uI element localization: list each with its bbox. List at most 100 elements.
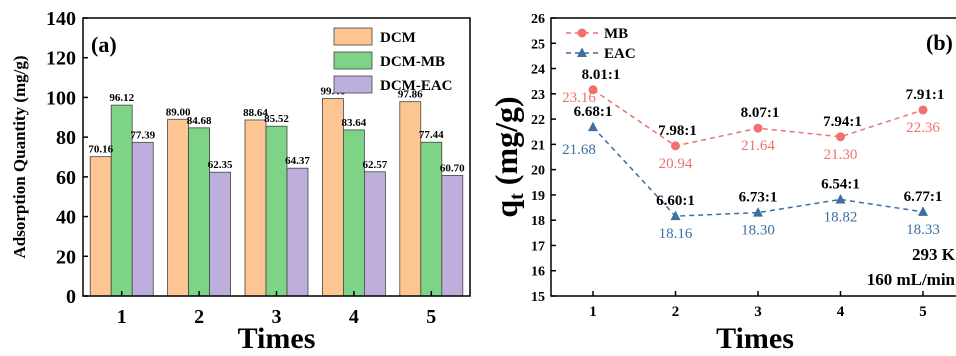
y-tick-label: 16 xyxy=(531,265,545,280)
y-tick-label: 20 xyxy=(56,246,76,268)
bar-dcm-eac-5 xyxy=(441,175,464,297)
x-axis-ticks: 1 2 3 4 5 xyxy=(117,291,436,328)
y-tick-label: 22 xyxy=(531,113,545,128)
y-tick-label: 140 xyxy=(46,8,76,30)
x-axis-ticks: 1 2 3 4 5 xyxy=(589,291,927,320)
x-axis-label: Times xyxy=(238,322,316,355)
legend-label: MB xyxy=(604,26,628,42)
bar-dcm-5 xyxy=(399,101,422,297)
ratio-label-eac: 6.77:1 xyxy=(904,189,943,205)
legend: DCM DCM-MB DCM-EAC xyxy=(333,27,453,94)
ratio-labels: 8.01:1 7.98:1 8.07:1 7.94:1 7.91:1 6.68:1 6.60… xyxy=(574,67,945,209)
point-eac xyxy=(588,121,598,132)
bar-dcm-mb-1 xyxy=(110,104,133,297)
x-tick-label: 3 xyxy=(754,304,762,320)
legend-marker xyxy=(577,47,587,57)
y-axis-label: qt (mg/g) xyxy=(488,96,528,217)
data-label-mb: 21.30 xyxy=(824,147,858,163)
y-tick-label: 40 xyxy=(56,207,76,229)
bar-dcm-mb-2 xyxy=(188,127,211,297)
y-axis-ticks: 15 16 17 18 19 20 21 22 23 24 25 26 xyxy=(531,12,556,305)
bar-value-label: 62.57 xyxy=(363,159,388,171)
point-eac xyxy=(918,206,928,216)
bar-dcm-mb-5 xyxy=(420,141,443,297)
x-axis-label: Times xyxy=(716,322,794,355)
bar-value-label: 96.12 xyxy=(109,92,134,104)
point-mb xyxy=(918,105,928,115)
bar-value-label: 83.64 xyxy=(342,117,367,129)
y-tick-label: 24 xyxy=(531,63,545,78)
data-label-mb: 21.64 xyxy=(741,138,775,154)
point-eac xyxy=(670,210,681,221)
data-label-eac: 21.68 xyxy=(562,142,596,158)
y-axis-ticks: 0 20 40 60 80 100 120 140 xyxy=(46,8,88,308)
ratio-label-mb: 8.07:1 xyxy=(741,105,780,121)
bar-dcm-4 xyxy=(321,98,344,297)
ratio-label-eac: 6.60:1 xyxy=(656,193,695,209)
y-tick-label: 0 xyxy=(66,286,76,308)
bar-dcm-eac-3 xyxy=(286,167,309,297)
flow-rate-annotation: 160 mL/min xyxy=(867,270,956,289)
y-tick-label: 100 xyxy=(46,87,76,109)
legend-swatch-dcm xyxy=(333,27,373,46)
y-tick-label: 18 xyxy=(531,214,545,229)
bar-dcm-eac-2 xyxy=(209,171,232,297)
y-tick-label: 25 xyxy=(531,37,545,52)
ratio-label-eac: 6.73:1 xyxy=(739,190,778,206)
data-label-eac: 18.82 xyxy=(824,209,858,225)
ratio-label-eac: 6.68:1 xyxy=(574,104,613,120)
y-tick-label: 19 xyxy=(531,189,545,204)
bar-dcm-1 xyxy=(89,156,112,297)
data-label-mb: 23.16 xyxy=(562,90,596,106)
bar-value-label: 62.35 xyxy=(208,159,233,171)
bar-value-label: 60.70 xyxy=(440,162,465,174)
ratio-label-mb: 7.91:1 xyxy=(906,87,945,103)
legend-swatch-dcm-eac xyxy=(333,75,373,94)
point-mb xyxy=(588,85,598,95)
y-axis-label-main: q xyxy=(488,200,524,218)
y-tick-label: 26 xyxy=(531,12,545,27)
y-axis-label-unit: (mg/g) xyxy=(488,96,524,193)
bar-value-label: 85.52 xyxy=(264,113,289,125)
bar-dcm-2 xyxy=(167,118,190,297)
x-tick-label: 4 xyxy=(837,304,845,320)
bar-value-label: 84.68 xyxy=(187,115,212,127)
y-axis-label: Adsorption Quantity (mg/g) xyxy=(10,55,29,258)
y-tick-label: 21 xyxy=(531,138,545,153)
point-eac xyxy=(753,207,763,217)
x-tick-label: 1 xyxy=(589,304,597,320)
data-label-eac: 18.16 xyxy=(659,226,693,242)
ratio-label-mb: 7.94:1 xyxy=(823,114,862,130)
bar-value-label: 88.64 xyxy=(243,107,268,119)
y-tick-label: 17 xyxy=(531,239,545,254)
bar-value-label: 70.16 xyxy=(88,144,113,156)
plot-frame xyxy=(550,17,956,297)
y-tick-label: 15 xyxy=(531,290,545,305)
bar-dcm-mb-3 xyxy=(265,125,288,297)
point-mb xyxy=(753,123,763,133)
data-label-eac: 18.30 xyxy=(741,223,775,239)
legend-label: DCM-MB xyxy=(380,54,445,70)
legend-label: EAC xyxy=(604,46,636,62)
point-mb xyxy=(671,141,680,151)
x-tick-label: 2 xyxy=(194,306,204,328)
ratio-label-eac: 6.54:1 xyxy=(821,176,860,192)
bar-value-label: 77.39 xyxy=(130,129,155,141)
data-label-mb: 20.94 xyxy=(659,156,693,172)
x-tick-label: 4 xyxy=(349,306,359,328)
temperature-annotation: 293 K xyxy=(912,245,956,264)
point-mb xyxy=(836,132,845,142)
bar-dcm-3 xyxy=(244,119,267,297)
bars xyxy=(89,98,464,297)
bar-dcm-mb-4 xyxy=(342,129,365,297)
legend-marker xyxy=(577,28,587,38)
legend-label: DCM xyxy=(380,30,416,46)
bar-dcm-eac-4 xyxy=(363,171,386,297)
data-label-mb: 22.36 xyxy=(906,120,940,136)
ratio-label-mb: 7.98:1 xyxy=(658,123,697,139)
y-tick-label: 23 xyxy=(531,88,545,103)
x-tick-label: 1 xyxy=(117,306,127,328)
